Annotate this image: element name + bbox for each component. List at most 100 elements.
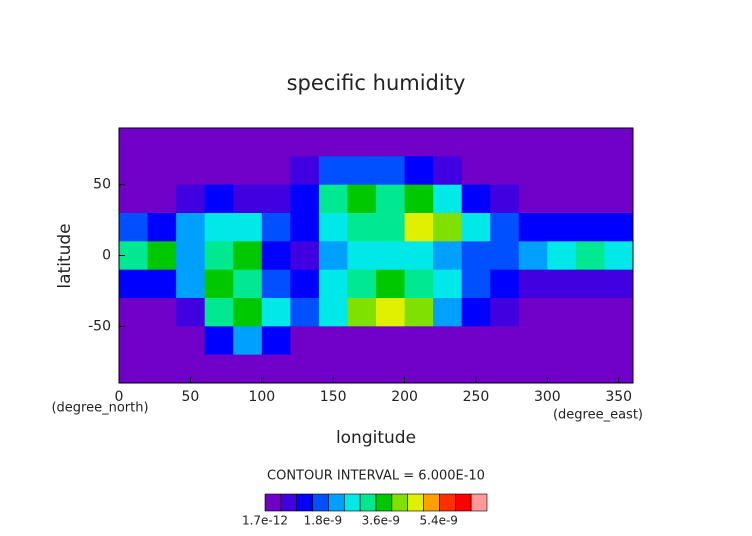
contour-cell	[176, 326, 206, 356]
contour-cell	[575, 241, 605, 271]
contour-cell	[347, 326, 377, 356]
contour-cell	[575, 298, 605, 327]
contour-cell	[490, 128, 520, 157]
colorbar-tick-label: 1.7e-12	[242, 514, 288, 528]
contour-cell	[604, 241, 634, 271]
contour-cell	[404, 298, 434, 327]
contour-cell	[290, 156, 320, 186]
contour-cell	[376, 156, 406, 186]
x-tick-label: 200	[391, 389, 418, 405]
contour-cell	[404, 128, 434, 157]
y-unit: (degree_north)	[51, 401, 148, 416]
contour-cell	[547, 326, 577, 356]
y-axis-label: latitude	[55, 223, 75, 288]
contour-cell	[176, 156, 206, 186]
x-tick-label: 0	[115, 389, 124, 405]
contour-cell	[176, 128, 206, 157]
contour-cell	[461, 241, 491, 271]
contour-cell	[290, 128, 320, 157]
contour-cell	[204, 128, 234, 157]
x-tick-label: 300	[534, 389, 561, 405]
contour-cell	[318, 156, 348, 186]
contour-cell	[547, 269, 577, 299]
contour-cell	[204, 354, 234, 384]
y-tick-label: -50	[88, 318, 111, 334]
contour-cell	[290, 326, 320, 356]
contour-cell	[290, 298, 320, 327]
colorbar-cell	[391, 493, 409, 512]
contour-cell	[461, 269, 491, 299]
contour-cell	[604, 298, 634, 327]
colorbar-cell	[359, 493, 377, 512]
contour-cell	[176, 269, 206, 299]
contour-cell	[119, 326, 149, 356]
contour-cell	[461, 184, 491, 214]
contour-cell	[119, 354, 149, 384]
colorbar-cell	[343, 493, 361, 512]
contour-cell	[119, 213, 149, 242]
contour-cell	[147, 241, 177, 271]
contour-cell	[461, 156, 491, 186]
contour-cell	[376, 213, 406, 242]
contour-cell	[518, 354, 548, 384]
contour-cell	[233, 241, 263, 271]
contour-cell	[433, 269, 463, 299]
contour-cell	[404, 213, 434, 242]
contour-interval: CONTOUR INTERVAL = 6.000E-10	[267, 469, 485, 484]
contour-cell	[318, 269, 348, 299]
contour-cell	[518, 213, 548, 242]
contour-cell	[376, 326, 406, 356]
contour-cell	[204, 326, 234, 356]
contour-cell	[347, 128, 377, 157]
contour-cell	[604, 213, 634, 242]
x-tick-label: 100	[248, 389, 275, 405]
contour-cell	[290, 269, 320, 299]
contour-cell	[575, 213, 605, 242]
contour-cell	[575, 128, 605, 157]
contour-cell	[119, 298, 149, 327]
contour-cell	[575, 354, 605, 384]
contour-cell	[119, 269, 149, 299]
contour-cell	[347, 213, 377, 242]
contour-cell	[176, 213, 206, 242]
contour-cell	[547, 128, 577, 157]
colorbar-tick-label: 1.8e-9	[304, 514, 342, 528]
contour-cell	[204, 241, 234, 271]
contour-cell	[604, 128, 634, 157]
contour-cell	[518, 298, 548, 327]
contour-cell	[147, 354, 177, 384]
contour-cell	[290, 184, 320, 214]
contour-cell	[518, 156, 548, 186]
x-axis-label: longitude	[336, 428, 416, 448]
colorbar-cell	[439, 493, 456, 512]
contour-cell	[433, 354, 463, 384]
contour-cell	[347, 269, 377, 299]
contour-cell	[147, 184, 177, 214]
contour-cell	[318, 298, 348, 327]
contour-cell	[318, 241, 348, 271]
contour-cell	[318, 213, 348, 242]
x-tick-label: 350	[605, 389, 632, 405]
contour-cell	[347, 298, 377, 327]
contour-cell	[575, 184, 605, 214]
contour-cell	[176, 298, 206, 327]
chart-title: specific humidity	[287, 71, 466, 95]
contour-cell	[147, 128, 177, 157]
contour-cell	[318, 326, 348, 356]
contour-cell	[376, 128, 406, 157]
contour-cell	[147, 213, 177, 242]
colorbar-tick-label: 5.4e-9	[420, 514, 458, 528]
colorbar-cell	[407, 493, 424, 512]
colorbar-cell	[296, 493, 313, 512]
contour-cell	[547, 156, 577, 186]
contour-cell	[461, 298, 491, 327]
x-tick-label: 50	[181, 389, 199, 405]
contour-cell	[547, 298, 577, 327]
contour-cell	[233, 128, 263, 157]
contour-cell	[490, 298, 520, 327]
contour-cell	[433, 298, 463, 327]
colorbar-cell	[375, 493, 393, 512]
contour-cell	[233, 184, 263, 214]
contour-cell	[575, 156, 605, 186]
